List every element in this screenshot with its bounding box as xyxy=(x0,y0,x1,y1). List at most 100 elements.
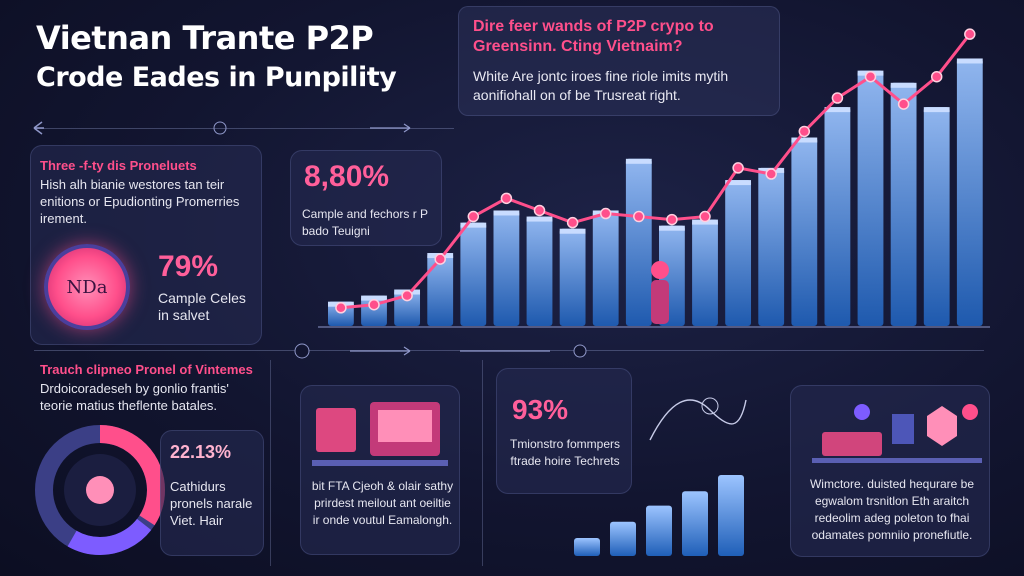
bar-cap-2 xyxy=(361,295,387,301)
donut-segment-purple xyxy=(35,425,165,555)
page-title: Vietnan Trante P2P Crode Eades in Punpil… xyxy=(36,18,397,98)
device-icon xyxy=(892,414,914,444)
left-bottom-stat-card xyxy=(160,430,264,556)
left-bottom-percent: 22.13% xyxy=(170,442,232,462)
bar-cap-19 xyxy=(923,107,950,113)
person-icon xyxy=(962,404,978,420)
hands-line-icon xyxy=(649,399,747,441)
hat-icon xyxy=(294,343,310,359)
bar-13 xyxy=(725,180,752,326)
bar-cap-5 xyxy=(460,222,487,228)
arrow-right-icon xyxy=(350,346,411,356)
left-top-percent: 79% xyxy=(158,250,219,283)
handshake-illustration xyxy=(649,397,747,441)
donut-chart xyxy=(35,425,165,555)
line-point-2 xyxy=(368,298,380,311)
donut-center xyxy=(86,476,114,504)
hexagon-icon xyxy=(927,406,957,446)
node-icon xyxy=(573,344,587,358)
arrow-left-icon xyxy=(33,121,44,135)
top-divider-decoration xyxy=(33,121,411,135)
line-point-20 xyxy=(964,28,976,40)
bar-7 xyxy=(526,216,553,326)
screen-icon xyxy=(378,410,432,442)
desk-icon xyxy=(312,460,448,466)
bar-cap-7 xyxy=(526,216,553,222)
person-icon xyxy=(854,404,870,420)
mini-bar-chart xyxy=(574,475,744,556)
bar-8 xyxy=(559,228,586,326)
lower-vdivider-2 xyxy=(482,360,483,566)
main-bar-line-chart xyxy=(318,28,990,328)
team-illustration xyxy=(812,404,982,463)
line-point-10 xyxy=(633,210,645,223)
floor-icon xyxy=(812,458,982,463)
bar-cap-20 xyxy=(956,58,983,64)
monitor-left-icon xyxy=(316,408,356,452)
line-point-14 xyxy=(765,168,777,180)
line-point-19 xyxy=(930,70,943,83)
page-title-line2: Crode Eades in Punpility xyxy=(36,62,397,93)
bar-19 xyxy=(923,107,950,327)
bar-cap-15 xyxy=(791,137,818,143)
mini-bar-3 xyxy=(646,505,672,556)
main-stat-caption: Cample and fechors r P bado Teuigni xyxy=(302,207,428,238)
left-bottom-heading: Trauch clipneo Pronel of Vintemes xyxy=(40,362,253,377)
bar-18 xyxy=(890,82,917,326)
hand-icon xyxy=(701,397,719,415)
line-point-4 xyxy=(434,253,446,265)
page-title-line1: Vietnan Trante P2P xyxy=(36,19,374,57)
left-top-caption: Cample Celes in salvet xyxy=(158,290,246,323)
card-right-mid-caption: Tmionstro fommpers ftrade hoire Techrets xyxy=(509,437,621,468)
line-point-17 xyxy=(864,70,877,83)
line-point-5 xyxy=(467,210,480,223)
mini-bar-5 xyxy=(718,475,744,556)
main-stat-panel xyxy=(290,150,442,246)
bar-17 xyxy=(857,70,884,326)
callout-answer: White Are jontc iroes fine riole imits m… xyxy=(473,68,729,103)
bar-cap-11 xyxy=(659,225,685,231)
left-top-body: Hish alh bianie westores tan teir enitio… xyxy=(40,177,240,226)
card-right-mid xyxy=(496,368,632,494)
bar-16 xyxy=(824,107,851,327)
left-bottom-caption: Cathidurs pronels narale Viet. Hair xyxy=(170,479,253,528)
nda-badge: NDa xyxy=(44,244,130,330)
bar-15 xyxy=(791,137,818,326)
line-point-1 xyxy=(335,302,347,314)
main-stat-percent: 8,80% xyxy=(304,160,390,193)
line-point-3 xyxy=(401,289,413,302)
line-point-15 xyxy=(798,125,811,138)
left-bottom-body: Drdoicoradeseh by gonlio frantis' teorie… xyxy=(40,381,229,413)
card-right-caption: Wimctore. duisted hequrare be egwalom tr… xyxy=(809,477,975,542)
bar-cap-10 xyxy=(625,158,652,164)
nda-badge-label: NDa xyxy=(66,276,108,298)
line-point-18 xyxy=(897,98,910,110)
line-point-11 xyxy=(666,213,678,226)
line-point-9 xyxy=(599,207,612,220)
donut-segment-pink xyxy=(35,425,165,555)
bar-cap-13 xyxy=(725,180,752,186)
mini-bar-2 xyxy=(610,521,636,556)
card-right-mid-percent: 93% xyxy=(512,394,569,425)
bar-10 xyxy=(625,158,652,326)
mini-bar-1 xyxy=(574,538,600,556)
card-right xyxy=(790,385,990,557)
bar-cap-16 xyxy=(824,107,851,113)
top-divider xyxy=(34,128,454,129)
bar-9 xyxy=(592,210,619,326)
hat-icon xyxy=(213,121,227,135)
series-line xyxy=(340,33,971,310)
card-mid-caption: bit FTA Cjeoh & olair sathy prirdest mei… xyxy=(311,479,454,527)
line-point-8 xyxy=(566,216,579,229)
bar-cap-8 xyxy=(559,228,586,234)
arrow-right-icon xyxy=(370,123,411,133)
bar-20 xyxy=(956,58,983,326)
bar-cap-6 xyxy=(493,210,520,216)
desk-icon xyxy=(822,432,882,456)
line-point-16 xyxy=(831,92,844,104)
bar-6 xyxy=(493,210,520,326)
callout-question: Dire feer wands of P2P crypo to Greensin… xyxy=(473,18,714,55)
line-point-6 xyxy=(500,192,513,205)
bar-12 xyxy=(692,219,718,326)
bar-4 xyxy=(427,253,454,326)
